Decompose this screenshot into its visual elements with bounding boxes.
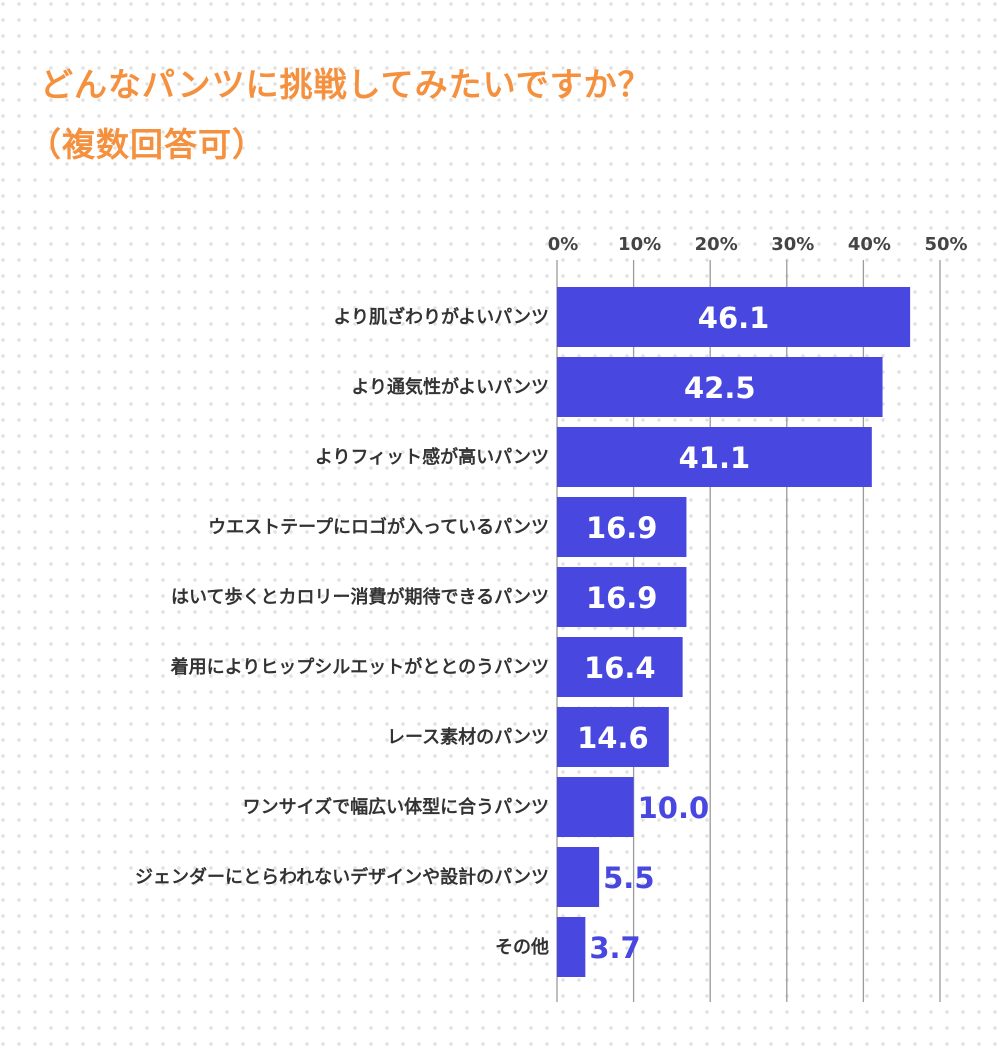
bar <box>557 707 669 767</box>
category-label: より通気性がよいパンツ <box>351 376 549 398</box>
data-label: 16.4 <box>584 651 656 685</box>
category-label: その他 <box>495 936 549 958</box>
bar <box>557 777 634 837</box>
data-label: 41.1 <box>679 441 751 475</box>
x-tick-label: 50% <box>924 234 967 255</box>
category-label: よりフィット感が高いパンツ <box>315 446 549 468</box>
category-label: レース素材のパンツ <box>387 726 549 748</box>
data-label: 3.7 <box>589 931 640 965</box>
x-tick-label: 0% <box>548 234 579 255</box>
data-label: 42.5 <box>684 371 756 405</box>
data-label: 14.6 <box>577 721 649 755</box>
bar <box>557 917 586 977</box>
x-tick-label: 20% <box>695 234 738 255</box>
bar <box>557 497 687 557</box>
data-label: 16.9 <box>586 511 658 545</box>
category-label: より肌ざわりがよいパンツ <box>333 306 549 328</box>
bar <box>557 637 683 697</box>
category-label: 着用によりヒップシルエットがととのうパンツ <box>170 656 549 678</box>
category-label: ウエストテープにロゴが入っているパンツ <box>208 516 549 538</box>
bar <box>557 847 600 907</box>
data-label: 46.1 <box>698 301 770 335</box>
bar <box>557 287 911 347</box>
chart-subtitle: （複数回答可） <box>28 125 266 164</box>
data-label: 10.0 <box>638 791 710 825</box>
data-label: 5.5 <box>603 861 654 895</box>
category-label: はいて歩くとカロリー消費が期待できるパンツ <box>171 586 549 608</box>
bar <box>557 357 883 417</box>
x-tick-label: 10% <box>618 234 661 255</box>
data-label: 16.9 <box>586 581 658 615</box>
x-tick-label: 30% <box>771 234 814 255</box>
category-label: ワンサイズで幅広い体型に合うパンツ <box>243 796 549 818</box>
category-label: ジェンダーにとらわれないデザインや設計のパンツ <box>135 866 549 888</box>
bar <box>557 427 872 487</box>
x-tick-label: 40% <box>848 234 891 255</box>
chart-title: どんなパンツに挑戦してみたいですか？ <box>40 65 652 104</box>
bar <box>557 567 687 627</box>
